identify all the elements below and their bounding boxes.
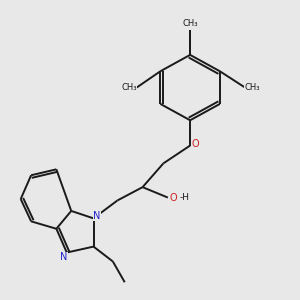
Text: CH₃: CH₃ xyxy=(122,83,137,92)
Text: N: N xyxy=(93,211,101,221)
Text: O: O xyxy=(192,139,199,149)
Text: -H: -H xyxy=(179,193,189,202)
Text: O: O xyxy=(169,193,177,202)
Text: N: N xyxy=(60,252,68,262)
Text: CH₃: CH₃ xyxy=(182,19,198,28)
Text: CH₃: CH₃ xyxy=(245,83,260,92)
